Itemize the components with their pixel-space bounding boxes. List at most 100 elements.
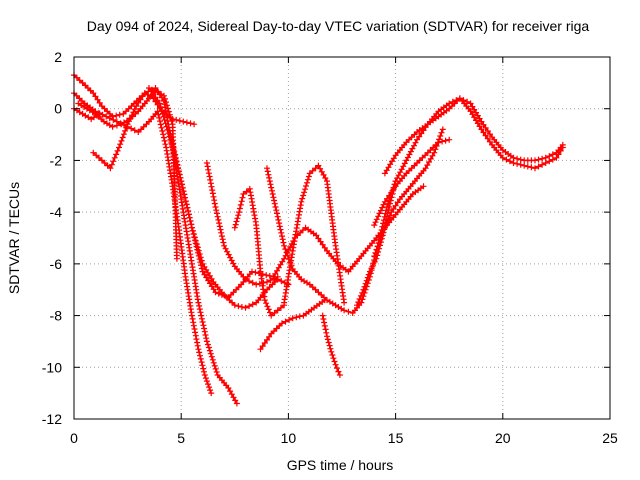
data-point <box>235 303 242 310</box>
data-point <box>161 137 168 144</box>
data-point <box>173 255 180 262</box>
data-point <box>373 246 380 253</box>
data-point <box>373 216 380 223</box>
data-point <box>510 154 517 161</box>
data-point <box>332 361 339 368</box>
data-point <box>384 195 390 202</box>
data-point <box>478 126 485 133</box>
data-point <box>212 204 219 210</box>
data-point <box>123 108 129 115</box>
data-point <box>163 102 170 109</box>
satellite-track-10-line <box>266 97 564 314</box>
data-point <box>236 209 243 216</box>
data-point <box>190 322 197 329</box>
data-point <box>532 165 538 172</box>
data-point <box>386 204 393 210</box>
data-point <box>172 154 179 161</box>
data-point <box>277 226 284 233</box>
data-point <box>159 110 166 117</box>
data-point <box>271 197 278 204</box>
data-point <box>193 241 200 248</box>
data-point <box>185 208 192 214</box>
data-point <box>170 144 177 151</box>
data-point <box>212 289 219 296</box>
data-point <box>205 166 212 173</box>
data-point <box>549 151 556 158</box>
data-series <box>71 72 566 407</box>
x-tick-label: 25 <box>602 430 618 446</box>
data-point <box>131 127 138 134</box>
data-point <box>238 304 245 310</box>
data-point <box>484 128 491 134</box>
data-point <box>387 200 393 207</box>
data-point <box>196 306 203 313</box>
data-point <box>204 341 211 348</box>
data-point <box>345 308 352 315</box>
data-point <box>381 226 388 233</box>
data-point <box>321 322 328 329</box>
data-point <box>164 126 171 133</box>
data-point <box>228 391 235 398</box>
data-point <box>119 134 126 141</box>
data-point <box>194 244 201 251</box>
data-point <box>439 126 446 133</box>
data-point <box>362 280 369 287</box>
data-point <box>177 174 184 181</box>
data-point <box>392 202 399 209</box>
data-point <box>193 336 200 343</box>
data-point <box>438 129 445 136</box>
data-point <box>240 191 247 197</box>
data-point <box>274 307 281 314</box>
data-point <box>163 99 169 106</box>
data-point <box>157 103 164 110</box>
data-point <box>201 328 208 335</box>
data-point <box>210 359 217 366</box>
data-point <box>327 345 334 352</box>
data-point <box>364 274 371 281</box>
data-point <box>266 333 273 340</box>
data-point <box>155 111 162 118</box>
data-point <box>301 189 308 196</box>
data-point <box>109 123 116 130</box>
data-point <box>323 329 330 336</box>
data-point <box>111 154 118 161</box>
data-point <box>264 336 270 343</box>
data-point <box>273 207 280 214</box>
satellite-track-9 <box>231 185 288 319</box>
data-point <box>159 128 166 134</box>
y-tick-label: -10 <box>42 359 62 375</box>
data-point <box>446 136 453 143</box>
data-point <box>208 275 215 282</box>
data-point <box>480 121 487 128</box>
data-point <box>113 112 120 119</box>
data-point <box>442 137 449 144</box>
data-point <box>269 187 275 194</box>
data-point <box>231 302 238 309</box>
data-point <box>173 116 180 123</box>
data-point <box>559 141 566 148</box>
data-point <box>189 227 196 234</box>
satellite-track-17 <box>371 126 446 260</box>
data-point <box>532 157 538 164</box>
data-point <box>182 198 189 205</box>
data-point <box>264 303 271 310</box>
data-point <box>162 95 168 102</box>
data-point <box>553 154 560 161</box>
data-point <box>118 137 125 144</box>
data-point <box>201 368 207 375</box>
data-point <box>296 313 303 320</box>
data-point <box>420 183 427 190</box>
data-point <box>203 378 210 385</box>
data-point <box>305 173 312 180</box>
data-point <box>377 207 384 214</box>
data-point <box>182 194 188 201</box>
data-point <box>146 85 152 91</box>
satellite-track-12 <box>281 162 348 306</box>
data-point <box>199 362 206 369</box>
data-point <box>252 269 259 276</box>
data-point <box>191 234 198 241</box>
data-point <box>374 243 381 250</box>
data-point <box>198 359 205 366</box>
data-point <box>203 160 210 166</box>
data-point <box>437 133 444 139</box>
